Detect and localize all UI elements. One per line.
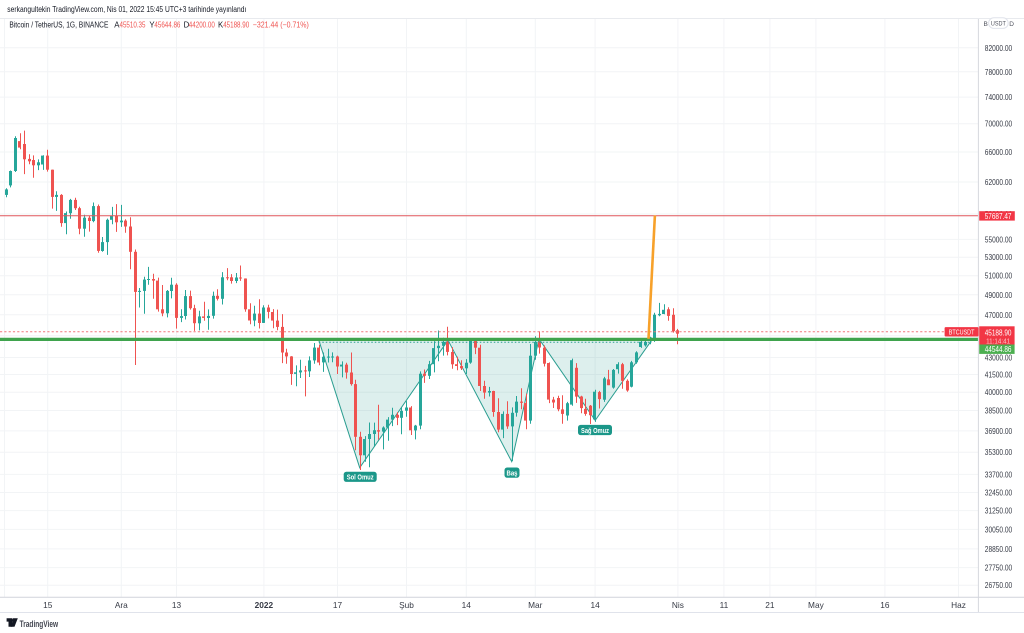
svg-text:May: May (808, 600, 825, 610)
svg-text:2022: 2022 (255, 600, 274, 610)
svg-text:44200.00: 44200.00 (189, 20, 216, 29)
svg-text:16: 16 (880, 600, 890, 610)
svg-text:32450.00: 32450.00 (985, 488, 1013, 498)
svg-text:35300.00: 35300.00 (985, 447, 1013, 457)
svg-text:41500.00: 41500.00 (985, 370, 1013, 380)
svg-text:BTCUSDT: BTCUSDT (949, 329, 975, 336)
svg-text:66000.00: 66000.00 (985, 147, 1013, 157)
svg-text:31250.00: 31250.00 (985, 506, 1013, 516)
svg-text:30050.00: 30050.00 (985, 524, 1013, 534)
svg-text:13: 13 (172, 600, 182, 610)
svg-text:62000.00: 62000.00 (985, 177, 1013, 187)
svg-text:45188.90: 45188.90 (223, 20, 250, 29)
svg-text:43000.00: 43000.00 (985, 353, 1013, 363)
svg-text:26750.00: 26750.00 (985, 580, 1013, 590)
svg-text:28850.00: 28850.00 (985, 544, 1013, 554)
svg-text:Sağ Omuz: Sağ Omuz (581, 426, 609, 435)
svg-text:14: 14 (462, 600, 472, 610)
svg-text:33700.00: 33700.00 (985, 469, 1013, 479)
svg-text:36900.00: 36900.00 (985, 426, 1013, 436)
svg-text:11: 11 (720, 600, 729, 610)
svg-text:70000.00: 70000.00 (985, 119, 1013, 129)
svg-text:53000.00: 53000.00 (985, 252, 1013, 262)
svg-text:serkangultekin TradingView.com: serkangultekin TradingView.com, Nis 01, … (7, 5, 246, 14)
svg-text:11:14:41: 11:14:41 (986, 336, 1010, 345)
svg-text:TradingView: TradingView (20, 619, 59, 630)
svg-text:82000.00: 82000.00 (985, 43, 1013, 53)
svg-text:47000.00: 47000.00 (985, 310, 1013, 320)
svg-text:74000.00: 74000.00 (985, 92, 1013, 102)
svg-text:17: 17 (333, 600, 343, 610)
svg-text:D: D (1009, 21, 1014, 28)
svg-text:15: 15 (43, 600, 53, 610)
svg-text:44544.86: 44544.86 (985, 345, 1012, 354)
svg-text:Haz: Haz (951, 600, 966, 610)
svg-text:Y: Y (149, 20, 155, 29)
svg-text:14: 14 (590, 600, 600, 610)
svg-text:Baş: Baş (507, 468, 518, 477)
svg-text:45510.35: 45510.35 (120, 20, 147, 29)
svg-text:USDT: USDT (991, 21, 1006, 28)
svg-text:40000.00: 40000.00 (985, 387, 1013, 397)
svg-text:49000.00: 49000.00 (985, 290, 1013, 300)
svg-text:K: K (218, 20, 224, 29)
svg-text:45188.90: 45188.90 (985, 328, 1012, 337)
svg-text:A: A (114, 20, 120, 29)
svg-text:38500.00: 38500.00 (985, 406, 1013, 416)
svg-text:21: 21 (765, 600, 775, 610)
svg-text:51000.00: 51000.00 (985, 271, 1013, 281)
svg-text:B: B (984, 21, 988, 28)
svg-text:Nis: Nis (672, 600, 684, 610)
svg-text:D: D (184, 20, 190, 29)
svg-text:Mar: Mar (528, 600, 543, 610)
svg-text:Şub: Şub (399, 600, 414, 610)
svg-text:55000.00: 55000.00 (985, 234, 1013, 244)
svg-text:45644.86: 45644.86 (154, 20, 180, 29)
svg-text:Sol Omuz: Sol Omuz (347, 473, 374, 482)
svg-text:−321.44 (−0.71%): −321.44 (−0.71%) (253, 20, 309, 29)
svg-text:Bitcoin / TetherUS, 1G, BINANC: Bitcoin / TetherUS, 1G, BINANCE (9, 20, 108, 29)
svg-text:78000.00: 78000.00 (985, 67, 1013, 77)
svg-text:57687.47: 57687.47 (985, 212, 1012, 221)
svg-text:Ara: Ara (115, 600, 128, 610)
svg-text:27750.00: 27750.00 (985, 563, 1013, 573)
